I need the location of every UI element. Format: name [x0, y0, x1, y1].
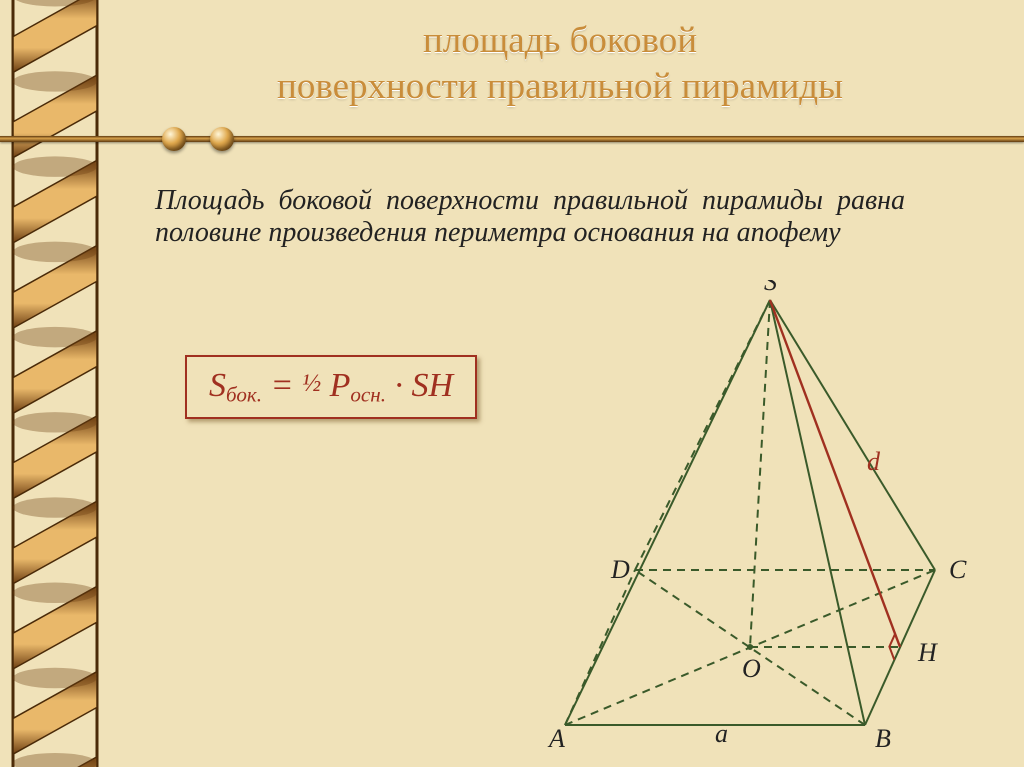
- body-paragraph: Площадь боковой поверхности правильной п…: [155, 185, 905, 249]
- title-line-1: площадь боковой: [423, 20, 697, 61]
- formula-S-sub: бок.: [226, 382, 262, 406]
- svg-text:H: H: [917, 638, 938, 667]
- decorative-bar: [0, 136, 1024, 154]
- svg-text:O: O: [742, 654, 761, 683]
- svg-text:C: C: [949, 555, 967, 584]
- svg-text:D: D: [610, 555, 630, 584]
- pyramid-svg: S A B C D O Ha d: [495, 280, 985, 750]
- bar-bead-2: [210, 127, 234, 151]
- bar-line: [0, 136, 1024, 142]
- formula-eq: =: [262, 367, 302, 404]
- formula-P: P: [321, 367, 350, 404]
- formula-P-sub: осн.: [350, 382, 386, 406]
- formula-SH: SH: [411, 367, 453, 404]
- formula: Sбок. = ½ Pосн. · SH: [185, 355, 477, 419]
- formula-half: ½: [302, 368, 321, 397]
- svg-text:B: B: [875, 724, 891, 750]
- svg-text:S: S: [764, 280, 777, 296]
- svg-text:A: A: [547, 724, 565, 750]
- bar-bead-1: [162, 127, 186, 151]
- spiral-svg: [0, 0, 110, 767]
- spiral-decoration: [0, 0, 110, 767]
- formula-dot: ·: [386, 367, 412, 404]
- title-line-2: поверхности правильной пирамиды: [277, 66, 843, 107]
- svg-text:d: d: [867, 447, 881, 476]
- svg-text:a: a: [715, 719, 728, 748]
- slide-title: площадь боковой поверхности правильной п…: [120, 18, 1000, 111]
- pyramid-diagram: S A B C D O Ha d: [495, 280, 985, 750]
- body-text-content: Площадь боковой поверхности правильной п…: [155, 185, 905, 248]
- formula-S: S: [209, 367, 226, 404]
